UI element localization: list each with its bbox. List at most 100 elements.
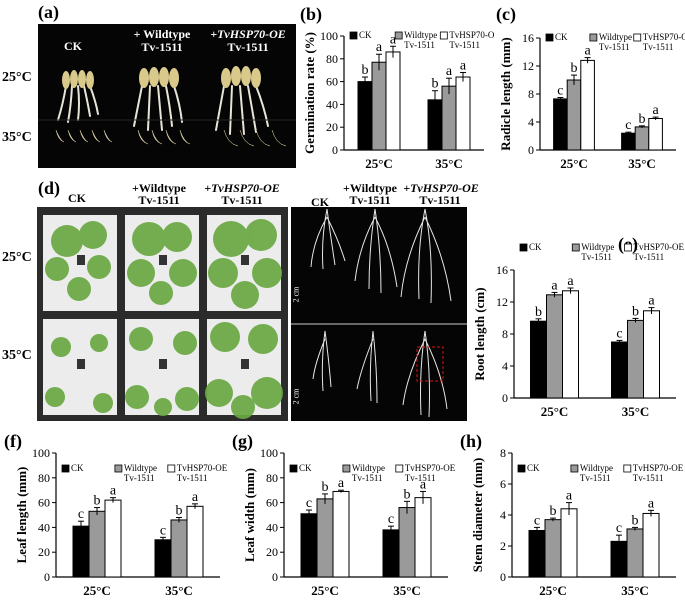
legend-swatch [571, 243, 580, 252]
legend-label: Wildtype [580, 463, 613, 473]
significance-letter: a [652, 103, 659, 118]
legend-label: Tv-1511 [581, 252, 612, 262]
y-axis-label: Germination rate (%) [302, 32, 317, 154]
significance-letter: c [306, 496, 312, 511]
significance-letter: b [550, 504, 557, 519]
seed-germination-photo [38, 24, 296, 168]
bar [414, 497, 432, 578]
y-tick-label: 60 [266, 496, 278, 510]
y-tick-label: 12 [496, 295, 508, 309]
legend-label: CK [529, 242, 542, 252]
legend-label: Wildtype [581, 242, 614, 252]
x-tick-label: 35°C [622, 404, 650, 419]
y-tick-label: 4 [500, 508, 506, 522]
significance-letter: a [584, 44, 591, 59]
significance-letter: a [648, 294, 655, 309]
d-temp-25: 25°C [2, 250, 32, 265]
significance-letter: b [404, 487, 411, 502]
bar [648, 118, 663, 151]
bar [528, 530, 546, 578]
legend-swatch [167, 464, 176, 473]
bar [332, 490, 350, 578]
x-tick-label: 35°C [435, 156, 463, 171]
significance-letter: a [110, 484, 117, 499]
y-tick-label: 16 [522, 31, 534, 45]
y-tick-label: 80 [266, 471, 278, 485]
seedling-illustration [43, 215, 283, 419]
bar [300, 513, 318, 578]
legend-swatch [439, 31, 448, 40]
d-temp-35: 35°C [2, 348, 32, 363]
panel-letter-b: (b) [300, 4, 322, 25]
legend-label: Tv-1511 [124, 473, 155, 483]
y-tick-label: 60 [326, 75, 338, 89]
legend-swatch [61, 464, 70, 473]
legend-swatch [633, 33, 642, 42]
y-tick-label: 4 [528, 115, 534, 129]
d-label-wildtype-strain: Tv-1511 [138, 193, 180, 207]
legend-swatch [289, 464, 298, 473]
y-axis-label: Root length (cm) [472, 287, 487, 380]
significance-letter: b [94, 494, 101, 509]
bar [170, 519, 188, 578]
y-tick-label: 16 [496, 263, 508, 277]
d-scale-bar-bottom: 2 cm [291, 388, 301, 405]
a-label-oe: +TvHSP70-OE [210, 27, 286, 41]
significance-letter: b [632, 304, 639, 319]
significance-letter: b [176, 503, 183, 518]
y-axis-label: Leaf width (mm) [242, 468, 257, 562]
legend-label: Tv-1511 [449, 40, 480, 50]
d-label-oe-strain: Tv-1511 [221, 193, 263, 207]
bar [546, 294, 563, 399]
bar [441, 85, 457, 151]
x-tick-label: 35°C [628, 156, 656, 171]
significance-letter: b [535, 305, 542, 320]
significance-letter: a [338, 476, 345, 491]
y-tick-label: 0 [500, 570, 506, 584]
bar [186, 505, 204, 578]
a-label-wildtype-strain: Tv-1511 [141, 40, 183, 54]
legend-label: TvHSP70-OE [449, 30, 494, 40]
seed-illustration [38, 66, 296, 147]
y-tick-label: 80 [326, 52, 338, 66]
significance-letter: a [446, 64, 453, 79]
panel-letter-a: (a) [38, 2, 59, 22]
significance-letter: c [625, 118, 631, 133]
a-label-wildtype: + Wildtype [133, 27, 191, 41]
legend-swatch [624, 243, 632, 252]
a-temp-35: 35°C [2, 130, 32, 145]
legend-label: TvHSP70-OE [634, 242, 685, 252]
legend-swatch [349, 31, 358, 40]
x-tick-label: 25°C [365, 156, 393, 171]
legend-label: TvHSP70-OE [177, 463, 228, 473]
significance-letter: b [322, 480, 329, 495]
a-temp-25: 25°C [2, 70, 32, 85]
x-tick-label: 25°C [83, 583, 111, 598]
significance-letter: b [639, 112, 646, 127]
panel-letter-f: (f) [4, 431, 22, 452]
d-label-oe: +TvHSP70-OE [204, 181, 280, 195]
x-tick-label: 35°C [621, 583, 649, 598]
significance-letter: a [567, 274, 574, 289]
bar [72, 525, 90, 578]
legend-label: Wildtype [404, 30, 437, 40]
seedling-photo [37, 207, 288, 421]
legend-label: Tv-1511 [633, 473, 664, 483]
bar [530, 320, 547, 399]
bar [611, 341, 628, 399]
bar [398, 507, 416, 578]
d-root-label-wildtype: +Wildtype [343, 181, 397, 195]
y-tick-label: 100 [32, 446, 50, 460]
significance-letter: a [390, 32, 397, 47]
bar [104, 499, 122, 578]
legend-label: Tv-1511 [634, 252, 665, 262]
root-illustration [291, 208, 467, 418]
legend-label: Tv-1511 [404, 40, 435, 50]
legend-swatch [517, 464, 526, 473]
bar [553, 98, 568, 151]
bar [634, 126, 650, 151]
